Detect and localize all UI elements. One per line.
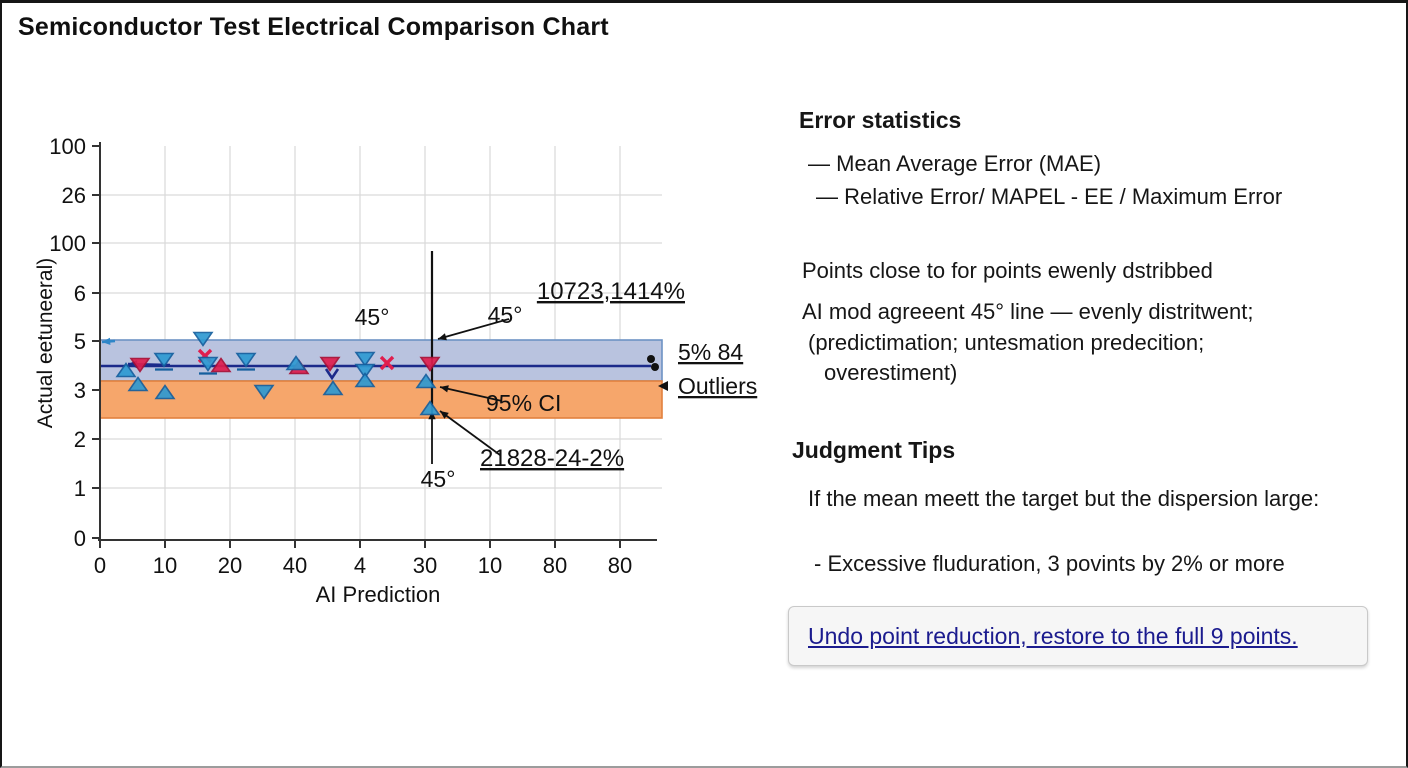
x-tick-label: 80 <box>608 553 632 578</box>
error-stat-item: — Relative Error/ MAPEL - EE / Maximum E… <box>816 184 1283 209</box>
y-tick-label: 100 <box>49 134 86 159</box>
annotation-arrow <box>439 410 501 456</box>
ci-band-orange <box>99 380 663 419</box>
page-title: Semiconductor Test Electrical Comparison… <box>18 13 609 41</box>
scatter-point <box>197 356 219 372</box>
error-statistics-heading: Error statistics <box>799 107 962 133</box>
judgment-tip-bullet: - Excessive fluduration, 3 povints by 2%… <box>814 551 1285 576</box>
chart-annotation: 45° <box>355 304 390 330</box>
note-line: (predictimation; untesmation predecition… <box>808 330 1205 355</box>
undo-point-reduction-button[interactable]: Undo point reduction, restore to the ful… <box>788 606 1368 666</box>
chart-annotation: 10723,1414% <box>537 278 685 305</box>
y-tick-label: 5 <box>74 329 86 354</box>
scatter-point <box>354 363 376 379</box>
scatter-point <box>154 384 176 400</box>
scatter-point <box>127 376 149 392</box>
chart-annotation: Outliers <box>678 373 757 399</box>
x-tick-label: 0 <box>94 553 106 578</box>
judgment-tip-line: If the mean meett the target but the dis… <box>808 486 1320 511</box>
y-tick-label: 6 <box>74 281 86 306</box>
annotation-arrow <box>439 386 503 402</box>
note-line: AI mod agreeent 45° line — evenly distri… <box>802 299 1254 324</box>
chart-annotation: 21828-24-2% <box>480 445 624 472</box>
ci-band-blue <box>99 339 663 382</box>
x-tick-label: 20 <box>218 553 242 578</box>
scatter-point <box>235 352 257 368</box>
chart-annotation: 5% 84 <box>678 339 743 365</box>
note-line: Points close to for points ewenly dstrib… <box>802 258 1213 283</box>
chart-annotation: 45° <box>421 466 456 492</box>
arrowhead <box>440 385 449 393</box>
scatter-point <box>354 351 376 367</box>
callout-dot <box>647 355 655 363</box>
scatter-point <box>379 355 395 371</box>
y-tick-label: 26 <box>62 183 86 208</box>
scatter-point <box>415 373 437 389</box>
scatter-point <box>153 352 175 368</box>
scatter-point <box>324 368 340 381</box>
chart-annotation: 45° <box>488 302 523 328</box>
y-axis-title: Actual eetuneeral) <box>34 258 57 428</box>
x-axis-title: AI Prediction <box>316 582 441 607</box>
callout-dot <box>651 363 659 371</box>
scatter-point <box>319 356 341 372</box>
arrowhead <box>438 333 447 341</box>
scatter-point <box>129 357 151 373</box>
x-tick-label: 10 <box>153 553 177 578</box>
y-tick-label: 0 <box>74 526 86 551</box>
scatter-point <box>192 331 214 347</box>
y-tick-label: 3 <box>74 378 86 403</box>
arrowhead <box>102 337 111 346</box>
x-tick-label: 4 <box>354 553 366 578</box>
scatter-point <box>322 380 344 396</box>
callout-triangle <box>658 381 668 391</box>
y-tick-label: 1 <box>74 476 86 501</box>
note-line: overestiment) <box>824 360 958 385</box>
error-stat-item: — Mean Average Error (MAE) <box>808 151 1102 176</box>
scatter-point <box>419 356 441 372</box>
y-tick-label: 2 <box>74 427 86 452</box>
scatter-point <box>419 400 441 416</box>
scatter-point <box>210 357 232 373</box>
comparison-chart: 45° 45° 10723,1414% 5% 84 Outliers 95% CI 2182… <box>34 134 757 607</box>
scatter-point <box>354 372 376 388</box>
x-tick-label: 80 <box>543 553 567 578</box>
annotation-arrow <box>437 318 510 340</box>
chart-annotation: 95% CI <box>486 390 561 416</box>
x-tick-label: 40 <box>283 553 307 578</box>
scatter-point <box>115 362 137 378</box>
scatter-point <box>285 355 307 371</box>
undo-point-reduction-link[interactable]: Undo point reduction, restore to the ful… <box>808 622 1298 649</box>
y-tick-label: 100 <box>49 231 86 256</box>
scatter-point <box>253 384 275 400</box>
judgment-tips-heading: Judgment Tips <box>792 437 956 463</box>
arrowhead <box>440 411 449 419</box>
x-tick-label: 10 <box>478 553 502 578</box>
x-tick-label: 30 <box>413 553 437 578</box>
